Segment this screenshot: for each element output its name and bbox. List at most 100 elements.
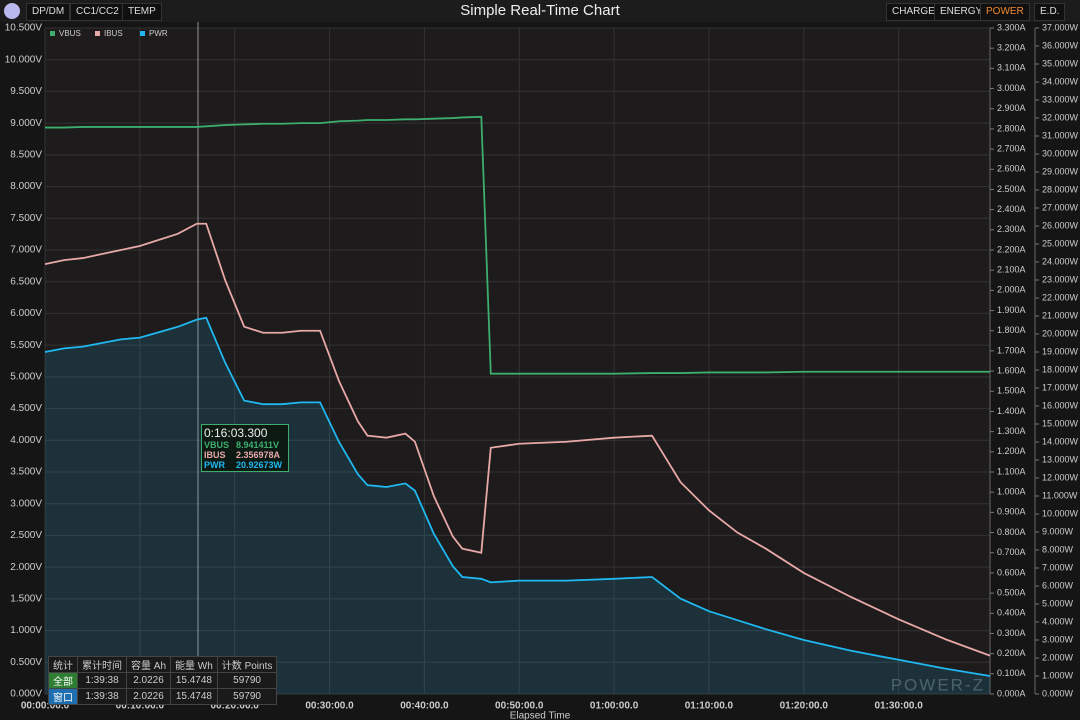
stats-cell: 2.0226 [125, 688, 172, 705]
y-tick-label: 0.500V [10, 657, 42, 668]
y-tick-label: 7.500V [10, 213, 42, 224]
stats-cell: 59790 [216, 688, 278, 705]
y3-tick-label: 35.000W [1042, 58, 1079, 68]
tab[interactable]: CHARGE [886, 3, 941, 21]
y2-tick-label: 0.600A [997, 567, 1026, 577]
legend-swatch [95, 31, 100, 36]
y3-tick-label: 20.000W [1042, 328, 1079, 338]
y2-tick-label: 0.100A [997, 668, 1026, 678]
stats-cell: 15.4748 [170, 672, 218, 689]
tab[interactable]: CC1/CC2 [70, 3, 125, 21]
tooltip-key: IBUS [204, 450, 226, 460]
y3-tick-label: 19.000W [1042, 346, 1079, 356]
y3-tick-label: 36.000W [1042, 40, 1079, 50]
x-tick-label: 00:40:00.0 [400, 701, 449, 712]
x-tick-label: 00:20:00.0 [211, 701, 260, 712]
y3-tick-label: 26.000W [1042, 220, 1079, 230]
y3-tick-label: 24.000W [1042, 256, 1079, 266]
y2-tick-label: 2.200A [997, 244, 1026, 254]
y-tick-label: 10.000V [5, 54, 43, 65]
y2-tick-label: 1.600A [997, 365, 1026, 375]
stats-header-cell: 累计时间 [77, 656, 127, 673]
tooltip-value: 8.941411V [236, 440, 280, 450]
y2-tick-label: 2.800A [997, 123, 1026, 133]
y3-tick-label: 31.000W [1042, 130, 1079, 140]
toolbar: DP/DM CC1/CC2 TEMP Simple Real-Time Char… [0, 0, 1080, 22]
y2-tick-label: 2.700A [997, 143, 1026, 153]
y2-tick-label: 2.400A [997, 204, 1026, 214]
y2-tick-label: 0.000A [997, 688, 1026, 698]
y2-tick-label: 2.900A [997, 103, 1026, 113]
y3-tick-label: 0.000W [1042, 688, 1074, 698]
y3-tick-label: 3.000W [1042, 634, 1074, 644]
y2-tick-label: 3.000A [997, 83, 1026, 93]
y3-tick-label: 25.000W [1042, 238, 1079, 248]
y2-tick-label: 0.400A [997, 608, 1026, 618]
stats-header: 统计 累计时间 容量 Ah 能量 Wh 计数 Points [48, 656, 278, 673]
tab[interactable]: E.D. [1034, 3, 1066, 21]
y2-tick-label: 1.800A [997, 325, 1026, 335]
y2-tick-label: 3.200A [997, 43, 1026, 53]
tooltip-value: 20.92673W [236, 460, 283, 470]
tooltip: 0:16:03.300 VBUS 8.941411V IBUS 2.356978A … [201, 424, 289, 472]
legend-label: PWR [149, 29, 168, 38]
series-line [44, 316, 991, 677]
stats-header-cell: 统计 [48, 656, 78, 673]
tab[interactable]: ENERGY [934, 3, 989, 21]
y-tick-label: 5.500V [10, 340, 42, 351]
tooltip-key: VBUS [204, 440, 230, 450]
y3-tick-label: 27.000W [1042, 202, 1079, 212]
stats-header-cell: 能量 Wh [170, 656, 218, 673]
y2-tick-label: 1.500A [997, 386, 1026, 396]
watermark: POWER-Z [891, 675, 985, 694]
stats-cell: 15.4748 [170, 688, 218, 705]
x-tick-label: 01:30:00.0 [874, 701, 923, 712]
y-tick-label: 1.000V [10, 625, 42, 636]
y-tick-label: 10.500V [5, 23, 43, 34]
legend-swatch [50, 31, 55, 36]
y-tick-label: 5.000V [10, 371, 42, 382]
y2-tick-label: 1.200A [997, 446, 1026, 456]
app-icon[interactable] [4, 3, 20, 19]
plot-area [45, 28, 990, 694]
stats-cell: 2.0226 [125, 672, 172, 689]
y2-tick-label: 0.900A [997, 507, 1026, 517]
y2-tick-label: 2.500A [997, 184, 1026, 194]
y3-tick-label: 16.000W [1042, 400, 1079, 410]
y2-tick-label: 0.300A [997, 628, 1026, 638]
y2-tick-label: 2.300A [997, 224, 1026, 234]
stats-cell: 59790 [216, 672, 278, 689]
y3-tick-label: 10.000W [1042, 508, 1079, 518]
x-axis-label: Elapsed Time [510, 711, 571, 720]
y2-tick-label: 2.600A [997, 164, 1026, 174]
x-tick-label: 01:00:00.0 [590, 701, 639, 712]
y-tick-label: 2.500V [10, 530, 42, 541]
tab[interactable]: DP/DM [26, 3, 71, 21]
x-tick-label: 00:30:00.0 [305, 701, 354, 712]
y3-tick-label: 22.000W [1042, 292, 1079, 302]
y3-tick-label: 34.000W [1042, 76, 1079, 86]
y2-tick-label: 1.300A [997, 426, 1026, 436]
y3-tick-label: 7.000W [1042, 562, 1074, 572]
y3-tick-label: 9.000W [1042, 526, 1074, 536]
tab[interactable]: TEMP [122, 3, 162, 21]
y-tick-label: 4.000V [10, 435, 42, 446]
y3-tick-label: 2.000W [1042, 652, 1074, 662]
y2-tick-label: 1.100A [997, 466, 1026, 476]
y-tick-label: 1.500V [10, 593, 42, 604]
stats-table: 统计 累计时间 容量 Ah 能量 Wh 计数 Points 全部 1:39:38 2.0226… [48, 656, 278, 705]
y3-tick-label: 29.000W [1042, 166, 1079, 176]
legend-swatch [140, 31, 145, 36]
y2-tick-label: 1.900A [997, 305, 1026, 315]
y2-tick-label: 1.000A [997, 487, 1026, 497]
series-line [45, 115, 990, 375]
y2-tick-label: 0.200A [997, 648, 1026, 658]
y3-tick-label: 23.000W [1042, 274, 1079, 284]
tab[interactable]: POWER [980, 3, 1030, 21]
stats-cell: 全部 [48, 672, 78, 689]
y-tick-label: 4.500V [10, 403, 42, 414]
stats-cell: 1:39:38 [77, 688, 127, 705]
x-tick-label: 00:10:00.0 [116, 701, 165, 712]
x-tick-label: 00:50:00.0 [495, 701, 544, 712]
